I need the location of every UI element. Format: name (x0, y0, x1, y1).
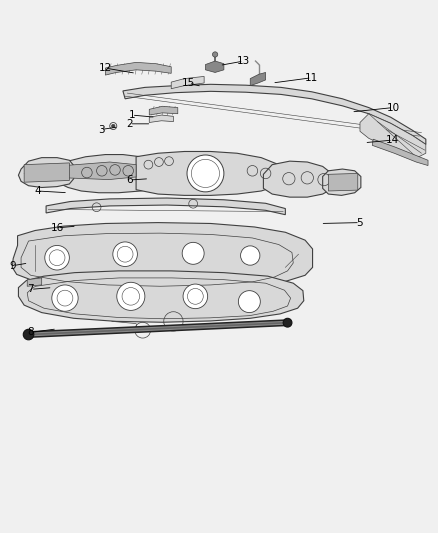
Text: 6: 6 (126, 175, 133, 185)
Polygon shape (18, 158, 74, 188)
Polygon shape (52, 155, 173, 193)
Polygon shape (322, 169, 360, 196)
Circle shape (45, 245, 69, 270)
Circle shape (238, 290, 260, 312)
Polygon shape (371, 139, 427, 166)
Polygon shape (171, 76, 204, 88)
Circle shape (183, 284, 207, 309)
Polygon shape (263, 161, 332, 197)
Circle shape (113, 242, 137, 266)
Text: 16: 16 (50, 223, 64, 233)
Circle shape (52, 285, 78, 311)
Polygon shape (149, 106, 177, 115)
Polygon shape (149, 115, 173, 123)
Text: 7: 7 (27, 284, 34, 294)
Polygon shape (24, 163, 69, 182)
Circle shape (240, 246, 259, 265)
Text: 2: 2 (126, 119, 133, 129)
Polygon shape (46, 198, 285, 215)
Circle shape (182, 243, 204, 264)
Text: 10: 10 (385, 102, 399, 112)
Polygon shape (12, 223, 312, 290)
Text: 9: 9 (10, 261, 17, 271)
Text: 3: 3 (97, 125, 104, 134)
Polygon shape (328, 173, 357, 191)
Polygon shape (359, 114, 425, 158)
Text: 5: 5 (356, 217, 363, 228)
Polygon shape (27, 278, 42, 286)
Polygon shape (65, 162, 136, 180)
Circle shape (283, 318, 291, 327)
Polygon shape (136, 151, 278, 196)
Text: 1: 1 (128, 110, 135, 120)
Polygon shape (18, 271, 303, 322)
Text: 15: 15 (182, 78, 195, 88)
Text: 8: 8 (27, 327, 34, 337)
Circle shape (117, 282, 145, 310)
Circle shape (23, 329, 34, 340)
Circle shape (111, 124, 115, 128)
Circle shape (187, 155, 223, 192)
Text: 14: 14 (385, 135, 399, 145)
Polygon shape (123, 84, 425, 144)
Polygon shape (205, 61, 223, 72)
Text: 12: 12 (99, 63, 112, 73)
Text: 13: 13 (237, 56, 250, 66)
Polygon shape (105, 62, 171, 75)
Circle shape (212, 52, 217, 57)
Text: 4: 4 (34, 186, 41, 196)
Polygon shape (250, 72, 265, 86)
Text: 11: 11 (304, 72, 318, 83)
